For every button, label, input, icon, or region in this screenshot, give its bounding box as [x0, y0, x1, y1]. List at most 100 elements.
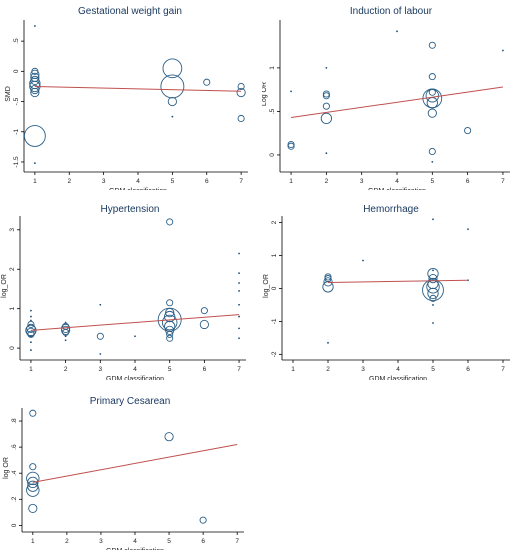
data-point	[30, 341, 32, 344]
data-point	[238, 272, 240, 275]
y-tick-label: 0	[269, 153, 276, 157]
data-point	[165, 325, 175, 335]
data-point	[33, 25, 36, 27]
data-point	[396, 30, 398, 33]
data-point	[237, 114, 245, 123]
data-point	[287, 140, 295, 149]
y-tick-label: .5	[13, 38, 20, 44]
data-point	[26, 471, 40, 486]
x-tick-label: 7	[501, 366, 505, 373]
y-axis-label: Log OR	[262, 82, 268, 106]
data-point	[134, 335, 136, 338]
chart-title: Induction of labour	[349, 6, 433, 17]
chart-title: Hemorrhage	[363, 204, 419, 215]
data-point	[23, 125, 46, 147]
x-tick-label: 3	[361, 366, 365, 373]
x-tick-label: 5	[167, 538, 171, 545]
data-point	[325, 152, 328, 155]
x-tick-label: 4	[133, 366, 137, 373]
y-tick-label: 0	[13, 69, 20, 73]
data-point	[236, 87, 246, 98]
x-tick-label: 1	[33, 178, 37, 185]
data-point	[166, 299, 174, 307]
data-point	[428, 147, 436, 156]
data-point	[287, 142, 295, 150]
panel-induction-of-labour: Induction of labour 1 2 3 4 5 6 7 0 .5 1 GDM class…	[261, 0, 520, 195]
data-point	[27, 320, 35, 329]
x-tick-label: 3	[99, 366, 103, 373]
y-tick-label: 0	[11, 523, 18, 527]
data-point	[162, 58, 183, 79]
x-tick-label: 3	[360, 178, 364, 185]
data-point	[30, 315, 32, 318]
chart-title: Primary Cesarean	[89, 396, 171, 407]
y-tick-label: 2	[271, 220, 278, 224]
data-point	[467, 228, 469, 231]
data-point	[64, 335, 67, 338]
data-point	[96, 332, 104, 340]
chart-svg: 1 2 3 4 5 6 7 0 .5 1 GDM classification Log OR	[261, 20, 510, 195]
x-tick-label: 1	[289, 178, 293, 185]
data-point	[61, 325, 71, 335]
y-tick-label: 3	[9, 228, 16, 232]
data-point	[322, 281, 334, 293]
y-tick-label: 2	[9, 267, 16, 271]
data-point	[320, 112, 333, 125]
x-tick-label: 4	[395, 178, 399, 185]
x-tick-label: 7	[501, 178, 505, 185]
data-point	[322, 102, 330, 110]
x-tick-label: 6	[466, 366, 470, 373]
panel-hemorrhage: Hemorrhage 1 2 3 4 5 6 7 -2 -1 0 1 2 GDM classificat…	[262, 198, 520, 383]
y-tick-label: .4	[11, 470, 18, 476]
y-axis-label: SMD	[5, 86, 12, 102]
x-tick-label: 5	[168, 366, 172, 373]
data-point	[30, 335, 32, 338]
data-point	[33, 162, 36, 165]
y-tick-label: .2	[11, 496, 18, 502]
x-tick-label: 2	[325, 178, 329, 185]
x-tick-label: 5	[171, 178, 175, 185]
data-point	[99, 353, 102, 355]
x-tick-label: 7	[235, 538, 239, 545]
data-point	[238, 282, 240, 284]
data-point	[428, 73, 436, 81]
data-point	[325, 66, 328, 69]
data-point	[238, 290, 240, 292]
y-tick-label: 1	[269, 66, 276, 70]
x-tick-label: 3	[102, 178, 106, 185]
x-tick-label: 6	[205, 178, 209, 185]
data-point	[166, 218, 174, 226]
data-point	[238, 303, 240, 306]
x-tick-label: 7	[237, 366, 241, 373]
data-point	[30, 349, 32, 351]
data-point	[199, 516, 207, 524]
x-axis-label: GDM classification	[369, 376, 427, 380]
y-tick-label: 0	[271, 286, 278, 290]
chart-svg: 1 2 3 4 5 6 7 -1.5 -1 -.5 0 .5 GDM classification SMD	[5, 20, 248, 195]
x-tick-label: 2	[326, 366, 330, 373]
data-point	[203, 78, 211, 86]
y-axis-label: log_OR	[263, 274, 270, 298]
data-point	[425, 89, 440, 103]
x-axis-label: GDM classification	[368, 188, 426, 190]
y-tick-label: -2	[271, 351, 278, 357]
x-tick-label: 5	[431, 366, 435, 373]
data-point	[502, 49, 504, 52]
data-point	[28, 503, 38, 514]
data-point	[362, 259, 364, 262]
data-point	[427, 267, 439, 280]
y-tick-label: 1	[9, 306, 16, 310]
panel-gestational-weight-gain: Gestational weight gain 1 2 3 4 5 6 7 -1.5 -1 -.5…	[0, 0, 260, 195]
x-tick-label: 2	[64, 366, 68, 373]
data-point	[27, 330, 35, 338]
x-axis-label: GDM classification	[106, 376, 164, 380]
data-point	[323, 277, 333, 287]
data-point	[26, 483, 40, 497]
data-point	[432, 304, 434, 306]
data-point	[428, 41, 436, 49]
data-point	[29, 409, 37, 417]
data-point	[322, 90, 330, 98]
data-point	[166, 334, 174, 342]
